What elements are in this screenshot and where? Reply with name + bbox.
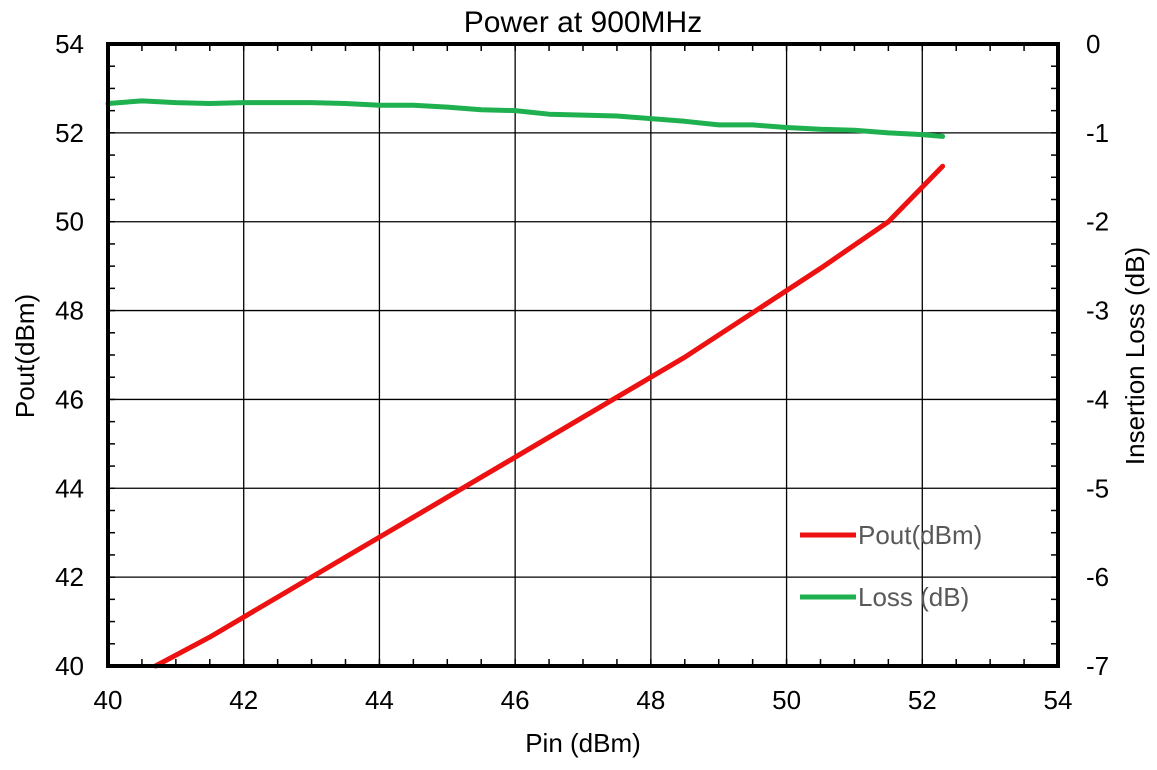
- y-tick-labels: 40 42 44 46 48 50 52 54: [55, 29, 84, 681]
- y2-tick-label: -4: [1086, 384, 1109, 414]
- y2-tick-labels: -7 -6 -5 -4 -3 -2 -1 0: [1086, 29, 1109, 681]
- x-tick-labels: 40 42 44 46 48 50 52 54: [94, 685, 1073, 715]
- chart-title: Power at 900MHz: [464, 6, 702, 39]
- y2-tick-label: -2: [1086, 207, 1109, 237]
- x-tick-label: 50: [772, 685, 801, 715]
- y2-tick-label: -5: [1086, 473, 1109, 503]
- x-tick-label: 46: [501, 685, 530, 715]
- y-axis-label: Pout(dBm): [10, 294, 40, 418]
- y-tick-label: 40: [55, 651, 84, 681]
- series-layer: [105, 98, 946, 669]
- y2-tick-label: 0: [1086, 29, 1100, 59]
- y-tick-label: 46: [55, 384, 84, 414]
- x-tick-label: 44: [365, 685, 394, 715]
- y2-tick-label: -6: [1086, 562, 1109, 592]
- y-tick-label: 50: [55, 207, 84, 237]
- x-tick-label: 48: [636, 685, 665, 715]
- minor-ticks: [107, 43, 1059, 667]
- series-line-0: [153, 163, 946, 669]
- y-tick-label: 44: [55, 473, 84, 503]
- legend: Pout(dBm) Loss (dB): [800, 520, 982, 612]
- legend-label-1: Loss (dB): [858, 582, 969, 612]
- y2-tick-label: -1: [1086, 118, 1109, 148]
- x-tick-label: 52: [908, 685, 937, 715]
- y2-tick-label: -7: [1086, 651, 1109, 681]
- plot-frame: [106, 42, 1060, 668]
- y-tick-label: 42: [55, 562, 84, 592]
- y-tick-label: 52: [55, 118, 84, 148]
- grid-lines: [108, 44, 1058, 666]
- y2-axis-label: Insertion Loss (dB): [1120, 247, 1150, 465]
- y-tick-label: 48: [55, 296, 84, 326]
- x-tick-label: 40: [94, 685, 123, 715]
- y2-tick-label: -3: [1086, 296, 1109, 326]
- legend-label-0: Pout(dBm): [858, 520, 982, 550]
- y-tick-label: 54: [55, 29, 84, 59]
- x-axis-label: Pin (dBm): [525, 728, 641, 758]
- x-tick-label: 42: [229, 685, 258, 715]
- x-tick-label: 54: [1044, 685, 1073, 715]
- series-line-1: [105, 98, 946, 139]
